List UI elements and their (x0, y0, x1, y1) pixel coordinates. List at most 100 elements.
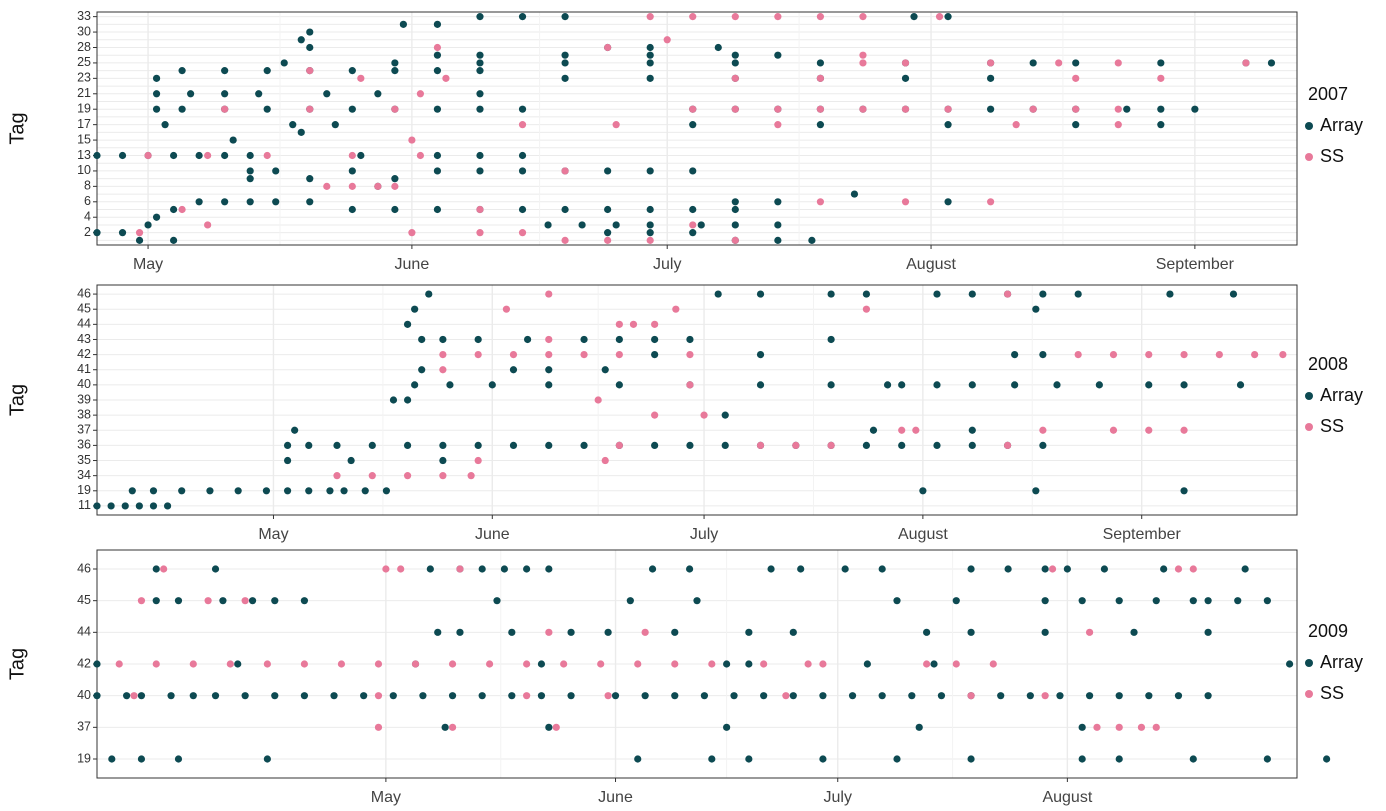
point (987, 59, 995, 67)
point (502, 305, 511, 313)
y-tick-label: 38 (77, 407, 91, 421)
point (731, 221, 739, 229)
point (221, 105, 229, 113)
point (756, 441, 765, 449)
point (219, 597, 227, 605)
point (403, 472, 412, 480)
point (1078, 597, 1086, 605)
point (226, 660, 234, 668)
point (560, 660, 568, 668)
point (1039, 351, 1047, 359)
point (648, 565, 657, 573)
point (663, 36, 671, 44)
point (933, 290, 941, 298)
point (901, 105, 910, 113)
point (337, 660, 346, 668)
point (604, 628, 612, 636)
y-axis-title: Tag (6, 648, 28, 680)
point (714, 43, 722, 52)
point (789, 628, 797, 636)
point (152, 660, 160, 668)
legend-title: 2008 (1308, 354, 1348, 374)
point (391, 175, 399, 183)
point (774, 13, 782, 21)
point (686, 351, 694, 359)
point (816, 13, 825, 21)
legend-label: SS (1320, 146, 1344, 166)
point (474, 456, 482, 465)
point (1114, 105, 1122, 113)
y-tick-label: 42 (77, 347, 91, 361)
point (651, 351, 659, 359)
point (418, 335, 426, 344)
point (989, 660, 997, 668)
point (721, 441, 729, 449)
point (476, 205, 484, 214)
point (306, 43, 314, 52)
point (403, 396, 412, 404)
point (567, 628, 575, 636)
point (118, 229, 127, 237)
point (368, 472, 376, 480)
point (774, 198, 782, 206)
point (651, 320, 659, 328)
point (306, 67, 314, 75)
y-tick-label: 13 (77, 148, 91, 162)
point (271, 692, 279, 700)
point (263, 67, 271, 75)
point (1189, 565, 1197, 573)
point (368, 441, 376, 449)
point (1029, 105, 1037, 113)
point (1191, 105, 1199, 113)
point (1004, 565, 1012, 573)
point (433, 105, 442, 113)
point (1026, 692, 1034, 700)
point (1145, 381, 1153, 389)
point (234, 660, 242, 668)
point (1039, 426, 1047, 434)
point (408, 136, 416, 144)
legend-label: SS (1320, 416, 1344, 436)
point (128, 487, 136, 495)
legend-key (1305, 423, 1313, 431)
point (816, 121, 825, 129)
panel: 19 37 40 42 44 45 46 May June July August Tag 2009 Ar… (6, 549, 1363, 806)
point (952, 597, 960, 605)
point (594, 396, 602, 404)
point (693, 597, 701, 605)
y-tick-label: 25 (77, 55, 91, 69)
point (634, 660, 642, 668)
point (467, 472, 475, 480)
point (262, 487, 271, 495)
point (1039, 290, 1047, 298)
point (493, 597, 501, 605)
y-tick-label: 34 (77, 468, 91, 482)
point (509, 366, 518, 374)
point (518, 151, 527, 160)
point (651, 411, 659, 419)
y-tick-label: 23 (77, 71, 91, 85)
point (178, 487, 186, 495)
point (221, 198, 229, 206)
legend-label: Array (1320, 385, 1363, 405)
point (297, 36, 305, 44)
point (1041, 628, 1049, 636)
point (1263, 597, 1271, 605)
y-tick-label: 21 (77, 86, 91, 100)
point (169, 236, 178, 244)
point (816, 105, 825, 113)
point (1204, 597, 1212, 605)
point (689, 221, 697, 229)
y-tick-label: 11 (78, 498, 91, 512)
point (604, 236, 612, 244)
point (204, 597, 212, 605)
point (1137, 723, 1146, 731)
point (671, 628, 679, 636)
y-tick-label: 8 (84, 179, 91, 193)
point (561, 74, 569, 82)
point (149, 502, 158, 510)
point (651, 335, 659, 344)
point (433, 167, 442, 175)
point (1048, 565, 1057, 573)
legend-key (1305, 153, 1313, 161)
